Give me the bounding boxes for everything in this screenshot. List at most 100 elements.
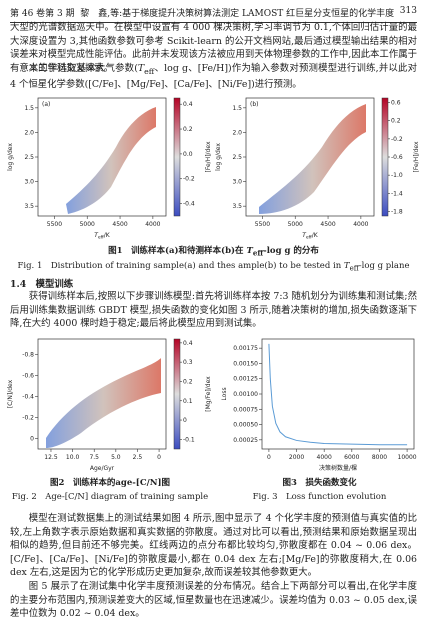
x-tick-label: 0 xyxy=(157,454,161,461)
y-tick-label: 0.00100 xyxy=(233,391,258,398)
subscript: eff xyxy=(144,66,155,76)
plot-frame xyxy=(261,338,415,450)
colorbar-tick-label: 0 xyxy=(183,417,187,424)
colorbar-tick-label: -0.2 xyxy=(391,136,403,143)
colorbar-tick-label: -1.4 xyxy=(391,190,403,197)
colorbar-tick-label: 0.4 xyxy=(183,101,193,108)
text: -log g 的分布 xyxy=(263,246,319,256)
y-axis-label: Loss xyxy=(221,387,228,400)
x-tick-label: 7.5 xyxy=(89,454,99,461)
y-tick-label: 1.5 xyxy=(232,105,242,112)
x-tick-label: 2000 xyxy=(289,454,304,461)
x-axis-label: 决策树数量/棵 xyxy=(319,464,357,472)
symbol: T xyxy=(302,232,307,239)
header-title: 黎 鑫,等:基于梯度提升决策树算法测定 LAMOST 红巨星分支恒星的化学丰度 xyxy=(80,9,395,19)
text: -log g plane xyxy=(358,261,410,271)
x-axis-label: Teff/K xyxy=(94,232,111,240)
text: 、log g、[Fe/H])作为输入参数对预测模型进行训练,并以此对 4 个恒星… xyxy=(10,63,417,91)
y-tick-label: 0 xyxy=(30,436,34,443)
plot-frame xyxy=(37,338,167,450)
paragraph: 本工作选取基本大气参数(Teff、log g、[Fe/H])作为输入参数对预测模… xyxy=(10,62,417,92)
y-axis-label: log g/dex xyxy=(215,143,222,171)
scatter-cloud xyxy=(46,358,161,448)
figure-3: 0 2000 4000 6000 8000 10000 0.00175 0.00150 0.00… xyxy=(221,338,417,472)
paragraph: 大型的光谱数据巡天中。在模型中设置有 4 000 棵决策树,学习率调节为 0.1… xyxy=(10,22,417,74)
unit: /K xyxy=(104,232,111,239)
panel-label: (a) xyxy=(42,101,50,108)
colorbar xyxy=(173,338,181,450)
colorbar-tick-label: 0.2 xyxy=(391,118,401,125)
y-tick-label: 2.0 xyxy=(232,129,242,136)
x-tick-label: 5500 xyxy=(255,221,270,228)
subscript: eff xyxy=(306,235,313,241)
x-tick-label: 5.0 xyxy=(111,454,121,461)
y-tick-label: 0.00125 xyxy=(233,376,258,383)
y-tick-label: -0.4 xyxy=(22,394,34,401)
x-tick-label: 5500 xyxy=(47,221,62,228)
y-tick-label: 3.5 xyxy=(24,203,34,210)
symbol: T xyxy=(94,232,99,239)
issue: 第 46 卷第 3 期 xyxy=(10,9,75,19)
y-tick-label: 3.0 xyxy=(24,179,34,186)
colorbar-tick-label: 0.2 xyxy=(183,378,193,385)
colorbar-label: [Fe/H]/dex xyxy=(413,141,420,172)
x-axis-label: Teff/K xyxy=(302,232,319,240)
paragraph: 图 5 展示了在测试集中化学丰度预测误差的分布情况。结合上下两部分可以看出,在化… xyxy=(10,581,417,620)
x-tick-label: 2.5 xyxy=(133,454,143,461)
subscript: eff xyxy=(98,235,105,241)
x-tick-label: 10.0 xyxy=(66,454,80,461)
y-tick-label: 2.5 xyxy=(232,154,242,161)
x-tick-label: 12.5 xyxy=(44,454,58,461)
colorbar-tick-label: -0.6 xyxy=(391,154,403,161)
x-tick-label: 4000 xyxy=(145,221,160,228)
x-tick-label: 4000 xyxy=(353,221,368,228)
caption: 图2 训练样本的age-[C/N]图 xyxy=(50,478,170,488)
x-tick-label: 4000 xyxy=(317,454,332,461)
symbol: T xyxy=(343,261,350,271)
colorbar-tick-label: 0.2 xyxy=(183,126,193,133)
subscript: eff xyxy=(349,263,359,273)
page-number: 313 xyxy=(399,6,417,16)
y-tick-label: 2.0 xyxy=(24,129,34,136)
loss-line xyxy=(268,343,408,446)
y-tick-label: -0.6 xyxy=(22,373,34,380)
x-tick-label: 10000 xyxy=(398,454,417,461)
caption: 图3 损失函数变化 xyxy=(282,478,357,488)
paragraph: 获得训练样本后,按照以下步骤训练模型:首先将训练样本按 7:3 随机划分为训练集… xyxy=(10,291,417,330)
colorbar-tick-label: 0.6 xyxy=(391,100,401,107)
x-tick-label: 0 xyxy=(267,454,271,461)
colorbar-tick-label: -1.8 xyxy=(391,208,403,215)
colorbar-tick-label: 0.1 xyxy=(183,398,193,405)
caption: Fig. 2 Age-[C/N] diagram of training sam… xyxy=(11,492,209,502)
x-tick-label: 6000 xyxy=(344,454,359,461)
y-tick-label: 0.00050 xyxy=(233,422,258,429)
y-tick-label: 0.00025 xyxy=(233,437,258,444)
y-tick-label: 0.00075 xyxy=(233,406,258,413)
x-tick-label: 8000 xyxy=(372,454,387,461)
label: 决策树数量/棵 xyxy=(319,464,357,472)
x-tick-label: 4500 xyxy=(320,221,335,228)
x-tick-label: 5000 xyxy=(288,221,303,228)
x-tick-label: 4500 xyxy=(112,221,127,228)
x-tick-label: 5000 xyxy=(80,221,95,228)
y-tick-label: 3.5 xyxy=(232,203,242,210)
caption: Fig. 3 Loss function evolution xyxy=(252,492,387,502)
y-tick-label: 2.5 xyxy=(24,154,34,161)
section-heading: 1.4 模型训练 xyxy=(10,279,74,290)
y-axis-label: [C/N]/dex xyxy=(7,379,14,408)
colorbar-label: [Fe/H]/dex xyxy=(205,141,212,172)
figure-1a: 5500 5000 4500 4000 1.5 2.0 2.5 3.0 3.5 Teff/K log… xyxy=(7,97,212,240)
figure-2: 12.5 10.0 7.5 5.0 2.5 0 -0.8 -0.6 -0.4 -0.2 0 Age/G… xyxy=(7,338,212,472)
caption: Fig. 1 Distribution of training sample(a… xyxy=(10,259,417,273)
x-axis-label: Age/Gyr xyxy=(90,465,115,472)
running-header: 第 46 卷第 3 期 黎 鑫,等:基于梯度提升决策树算法测定 LAMOST 红… xyxy=(10,6,417,23)
text: 本工作选取基本大气参数( xyxy=(28,63,138,74)
scatter-cloud xyxy=(259,104,366,214)
text: 图1 训练样本(a)和待测样本(b)在 xyxy=(108,246,247,256)
y-tick-label: 0.00175 xyxy=(233,345,258,352)
text: Fig. 1 Distribution of training sample(a… xyxy=(17,261,344,271)
scatter-cloud xyxy=(66,107,156,214)
subscript: eff xyxy=(252,248,264,258)
panel-label: (b) xyxy=(250,101,259,108)
